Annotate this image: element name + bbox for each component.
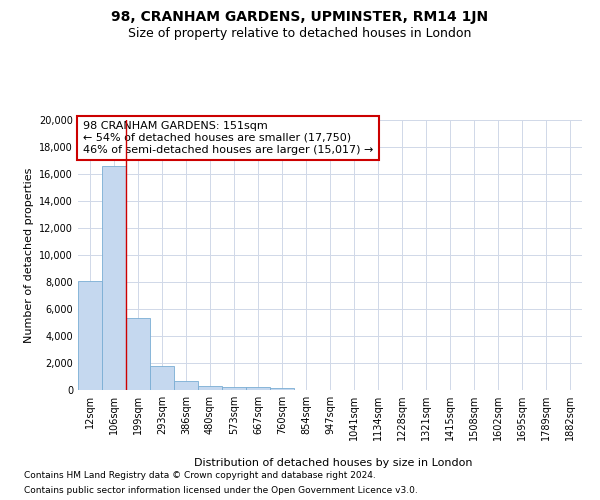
Bar	[246, 388, 270, 390]
Bar	[174, 380, 198, 390]
Bar	[150, 366, 174, 390]
Text: 98 CRANHAM GARDENS: 151sqm
← 54% of detached houses are smaller (17,750)
46% of : 98 CRANHAM GARDENS: 151sqm ← 54% of deta…	[83, 122, 373, 154]
Bar	[102, 166, 126, 390]
Bar	[222, 386, 246, 390]
Text: Contains public sector information licensed under the Open Government Licence v3: Contains public sector information licen…	[24, 486, 418, 495]
Bar	[198, 386, 222, 390]
Bar	[270, 388, 294, 390]
Text: 98, CRANHAM GARDENS, UPMINSTER, RM14 1JN: 98, CRANHAM GARDENS, UPMINSTER, RM14 1JN	[112, 10, 488, 24]
Text: Distribution of detached houses by size in London: Distribution of detached houses by size …	[194, 458, 472, 468]
Bar	[78, 280, 102, 390]
Text: Size of property relative to detached houses in London: Size of property relative to detached ho…	[128, 28, 472, 40]
Text: Contains HM Land Registry data © Crown copyright and database right 2024.: Contains HM Land Registry data © Crown c…	[24, 471, 376, 480]
Y-axis label: Number of detached properties: Number of detached properties	[24, 168, 34, 342]
Bar	[126, 318, 150, 390]
